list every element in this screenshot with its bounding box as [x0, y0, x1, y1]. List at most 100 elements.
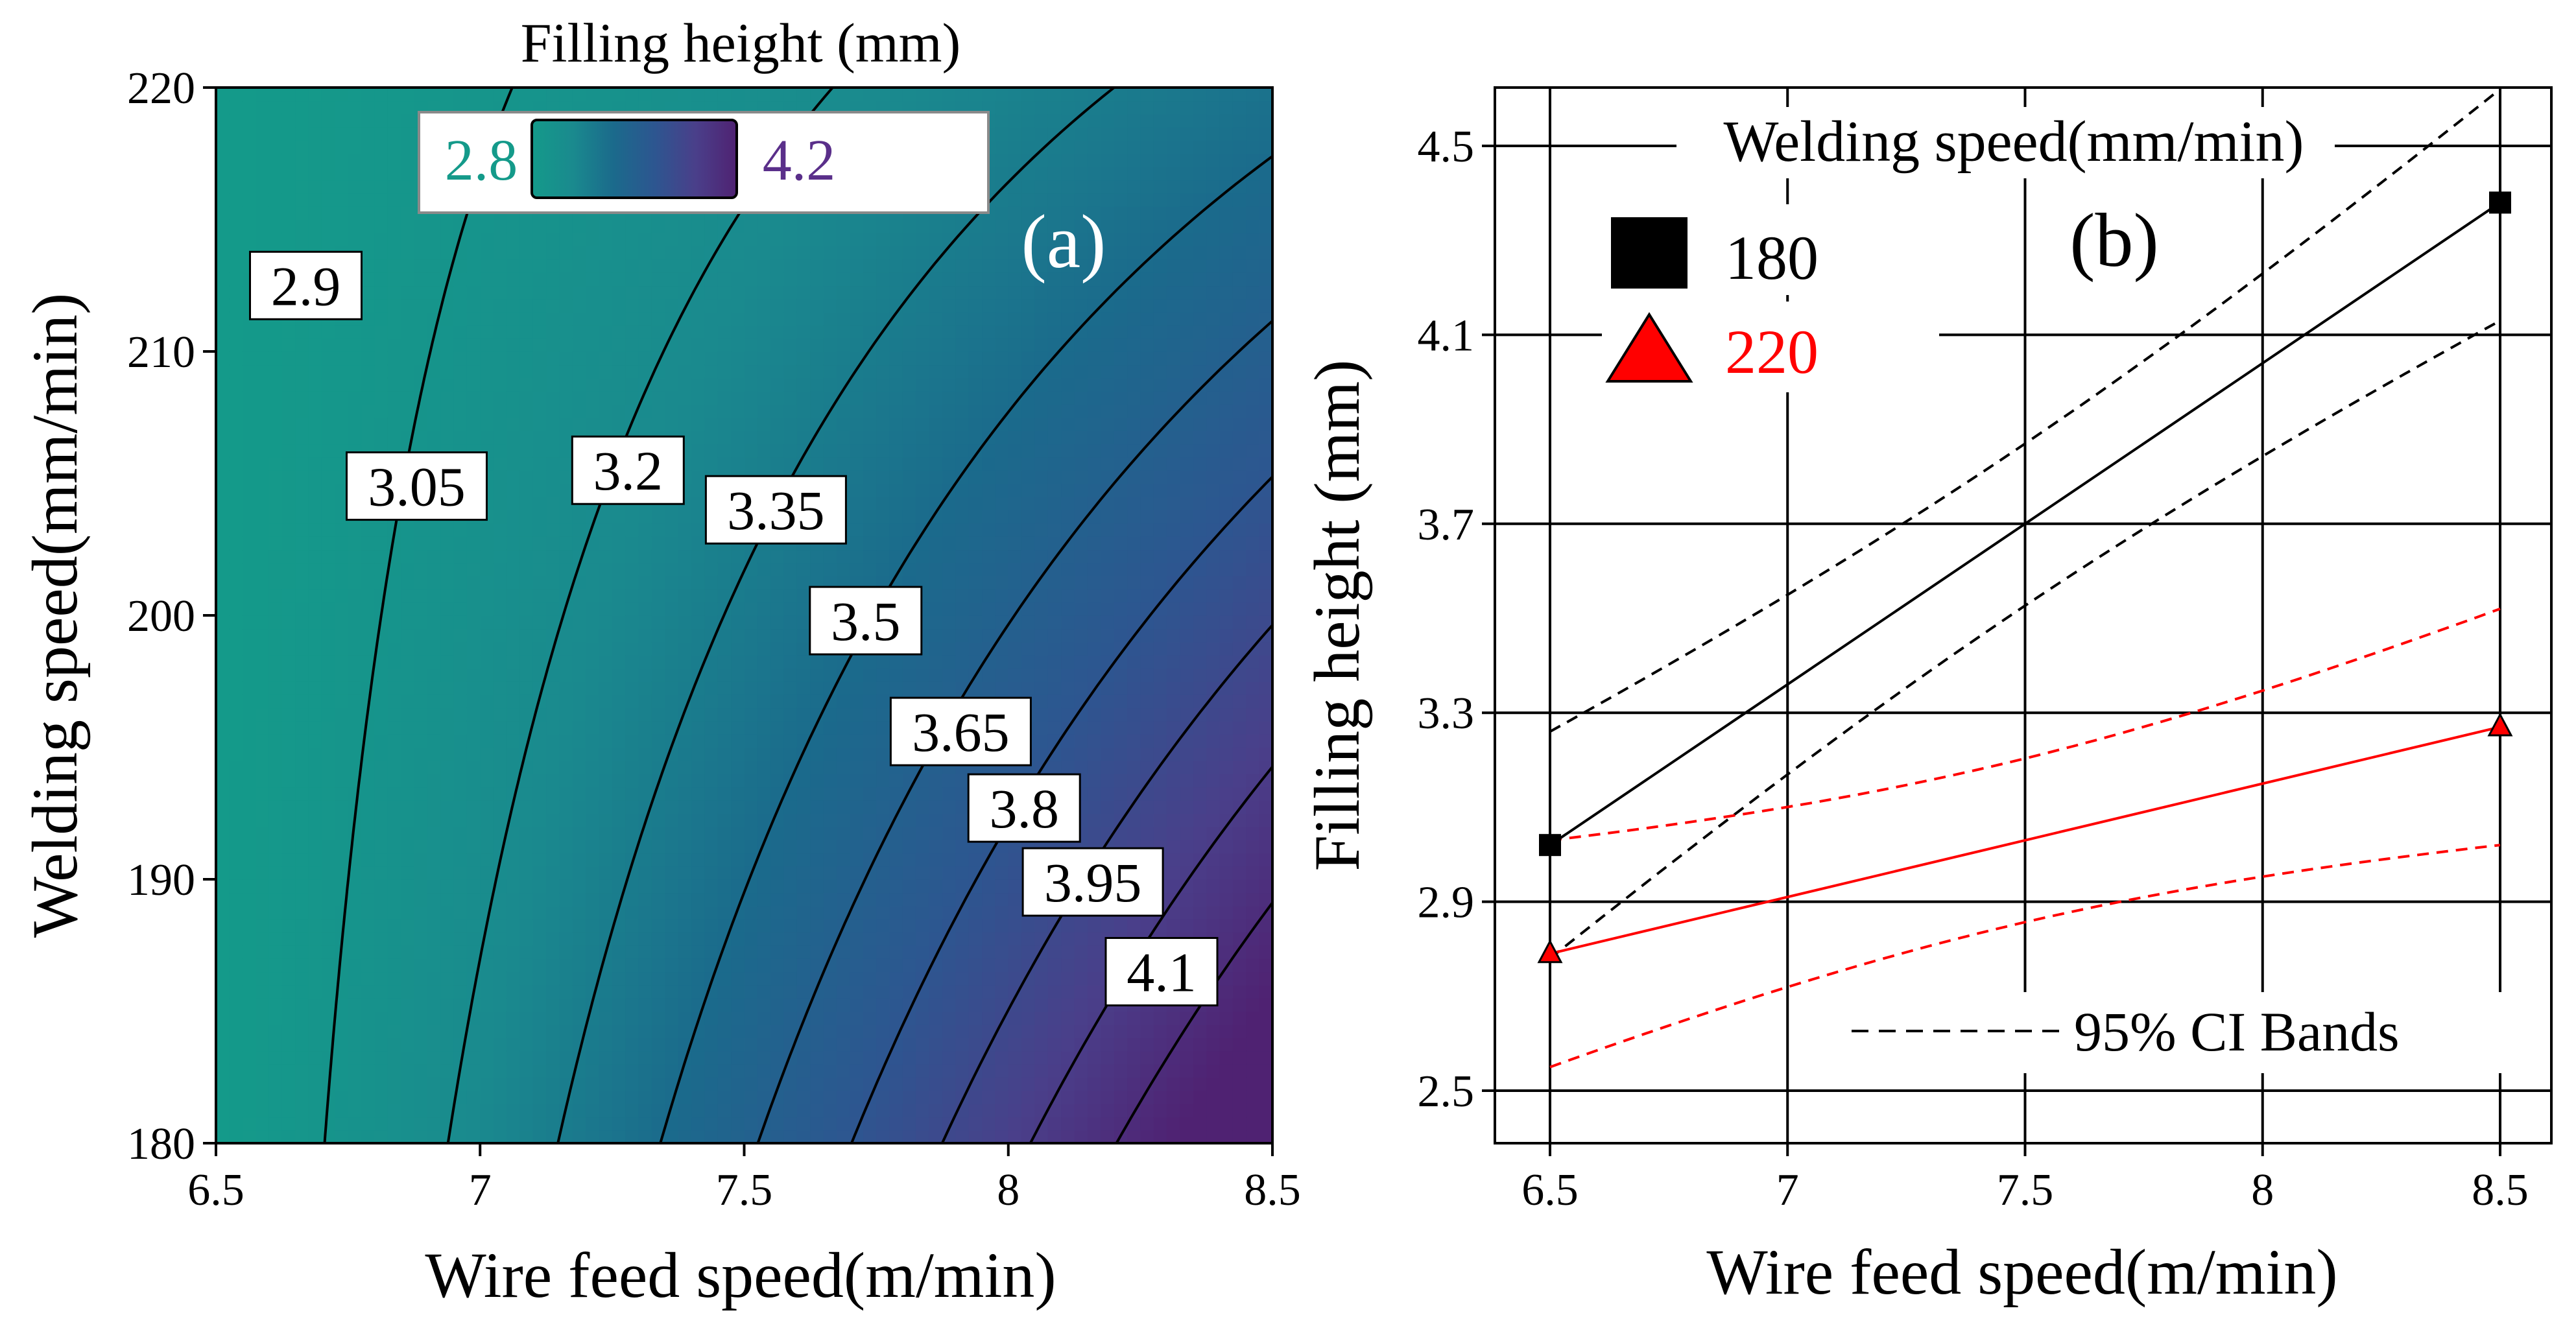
heatmap-cell — [401, 219, 415, 233]
heatmap-cell — [744, 88, 758, 102]
heatmap-cell — [216, 628, 230, 643]
heatmap-cell — [387, 1050, 401, 1065]
heatmap-cell — [268, 1117, 283, 1131]
heatmap-cell — [902, 866, 917, 880]
heatmap-cell — [638, 219, 652, 233]
heatmap-cell — [889, 892, 903, 907]
heatmap-cell — [902, 1050, 917, 1065]
heatmap-cell — [982, 338, 996, 352]
heatmap-cell — [348, 88, 362, 102]
heatmap-cell — [268, 219, 283, 233]
heatmap-cell — [414, 734, 428, 748]
heatmap-cell — [823, 919, 837, 933]
heatmap-cell — [625, 549, 639, 563]
heatmap-cell — [308, 377, 322, 392]
heatmap-cell — [612, 747, 626, 761]
heatmap-cell — [995, 193, 1009, 207]
heatmap-cell — [770, 774, 785, 788]
heatmap-cell — [546, 707, 560, 722]
heatmap-cell — [480, 800, 494, 814]
heatmap-cell — [889, 984, 903, 999]
heatmap-cell — [665, 905, 679, 919]
heatmap-cell — [546, 720, 560, 735]
heatmap-cell — [519, 232, 534, 246]
heatmap-cell — [480, 536, 494, 551]
heatmap-cell — [995, 1130, 1009, 1143]
heatmap-cell — [466, 311, 481, 326]
heatmap-cell — [1008, 1077, 1022, 1091]
heatmap-cell — [414, 562, 428, 576]
heatmap-cell — [387, 167, 401, 181]
heatmap-cell — [599, 774, 613, 788]
heatmap-cell — [242, 456, 256, 471]
heatmap-cell — [1021, 628, 1036, 643]
heatmap-cell — [361, 932, 376, 946]
heatmap-cell — [466, 1117, 481, 1131]
heatmap-cell — [968, 681, 983, 695]
heatmap-cell — [982, 932, 996, 946]
heatmap-cell — [348, 219, 362, 233]
heatmap-cell — [902, 456, 917, 471]
heatmap-cell — [586, 866, 600, 880]
heatmap-cell — [374, 325, 388, 339]
heatmap-cell — [599, 628, 613, 643]
heatmap-cell — [559, 919, 573, 933]
heatmap-cell — [387, 351, 401, 366]
heatmap-cell — [916, 839, 930, 854]
heatmap-cell — [599, 364, 613, 379]
heatmap-cell — [401, 180, 415, 194]
heatmap-cell — [256, 905, 270, 919]
heatmap-cell — [783, 879, 798, 894]
heatmap-cell — [308, 628, 322, 643]
heatmap-cell — [612, 404, 626, 418]
heatmap-cell — [268, 549, 283, 563]
heatmap-cell — [506, 325, 521, 339]
heatmap-cell — [308, 919, 322, 933]
heatmap-cell — [321, 615, 336, 630]
heatmap-cell — [453, 417, 468, 431]
heatmap-cell — [757, 760, 772, 774]
heatmap-cell — [770, 272, 785, 287]
heatmap-cell — [519, 456, 534, 471]
heatmap-cell — [295, 140, 309, 154]
heatmap-cell — [440, 655, 455, 669]
heatmap-cell — [731, 813, 745, 827]
heatmap-cell — [229, 377, 243, 392]
heatmap-cell — [942, 431, 957, 445]
heatmap-cell — [268, 602, 283, 616]
heatmap-cell — [612, 787, 626, 801]
heatmap-cell — [308, 180, 322, 194]
heatmap-cell — [757, 787, 772, 801]
heatmap-cell — [321, 905, 336, 919]
heatmap-cell — [453, 311, 468, 326]
heatmap-cell — [427, 431, 441, 445]
heatmap-cell — [559, 298, 573, 313]
heatmap-cell — [308, 905, 322, 919]
heatmap-cell — [665, 984, 679, 999]
heatmap-cell — [532, 602, 547, 616]
heatmap-cell — [572, 259, 586, 273]
heatmap-cell — [295, 589, 309, 603]
heatmap-cell — [480, 351, 494, 366]
heatmap-cell — [401, 206, 415, 220]
heatmap-cell — [308, 1063, 322, 1078]
heatmap-cell — [268, 562, 283, 576]
heatmap-cell — [770, 1063, 785, 1078]
heatmap-cell — [704, 549, 719, 563]
heatmap-cell — [796, 707, 811, 722]
heatmap-cell — [995, 351, 1009, 366]
heatmap-cell — [625, 311, 639, 326]
heatmap-cell — [335, 377, 349, 392]
heatmap-cell — [995, 127, 1009, 141]
heatmap-cell — [837, 774, 851, 788]
heatmap-cell — [387, 298, 401, 313]
heatmap-cell — [783, 285, 798, 300]
heatmap-cell — [361, 325, 376, 339]
heatmap-cell — [942, 668, 957, 682]
heatmap-cell — [731, 641, 745, 656]
heatmap-cell — [876, 470, 890, 484]
heatmap-cell — [242, 562, 256, 576]
heatmap-cell — [572, 1103, 586, 1118]
heatmap-cell — [837, 404, 851, 418]
heatmap-cell — [1021, 338, 1036, 352]
